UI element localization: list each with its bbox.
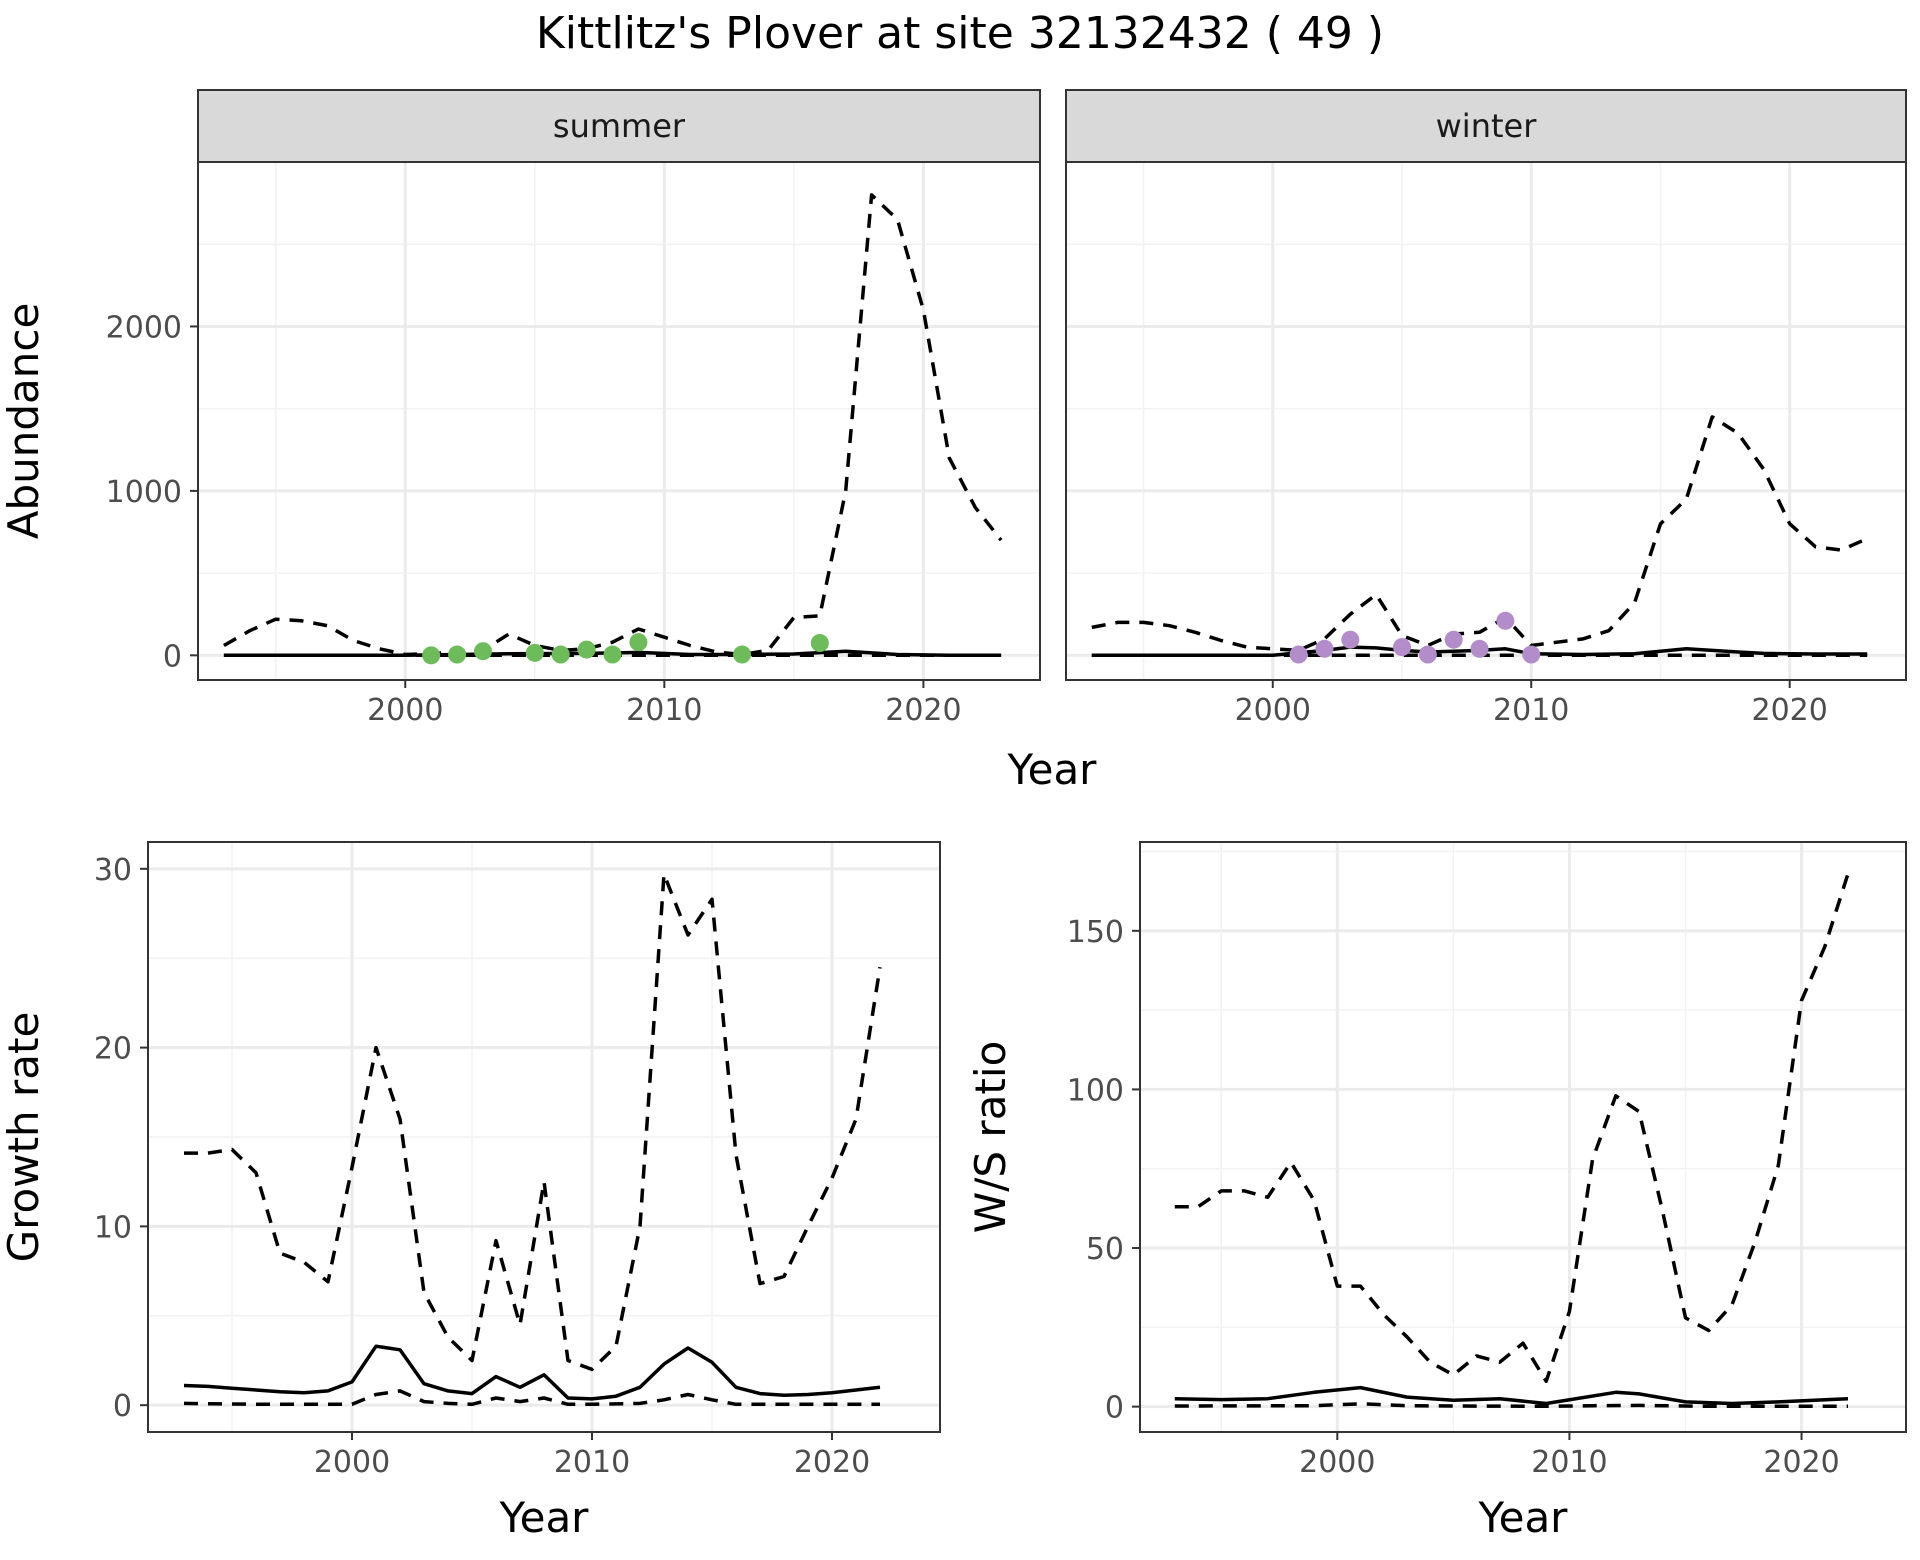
x-tick-label: 2000: [314, 1445, 390, 1480]
x-tick-label: 2010: [1493, 693, 1569, 728]
series-line-solid: [183, 1344, 881, 1401]
series-line-dashed-low: [183, 1389, 880, 1407]
data-point: [810, 634, 829, 652]
series-line-dashed: [1091, 415, 1868, 653]
panel-chart-3: 2000 2010 2020 0 10 20 30 Growth rate Year: [0, 841, 941, 1542]
data-point: [422, 646, 441, 665]
y-axis-title: Abundance: [0, 303, 48, 540]
series-line-dashed: [184, 872, 882, 1372]
y-tick-label: 1000: [106, 475, 182, 510]
y-tick-label: 150: [1067, 915, 1124, 950]
facet-strip: [1065, 89, 1907, 163]
data-point: [577, 640, 596, 659]
data-point: [473, 642, 492, 661]
data-point: [551, 645, 570, 664]
y-tick-label: 30: [94, 853, 132, 888]
y-axis-title: Growth rate: [0, 1012, 48, 1263]
panel-chart-4: 2000 2010 2020 0 50 100 150 W/S ratio Year: [966, 841, 1907, 1542]
x-axis-title: Year: [1478, 1493, 1569, 1542]
x-tick-label: 2010: [1531, 1445, 1607, 1480]
x-tick-label: 2010: [626, 693, 702, 728]
data-point: [1315, 639, 1334, 658]
data-point: [603, 645, 622, 664]
data-point: [1470, 639, 1489, 658]
x-axis-title-shared: Year: [1007, 745, 1098, 794]
data-point: [733, 645, 752, 664]
x-tick-label: 2010: [554, 1445, 630, 1480]
x-tick-label: 2000: [1235, 693, 1311, 728]
panel-border: [1139, 841, 1907, 1433]
x-tick-label: 2020: [885, 693, 961, 728]
figure-title: Kittlitz's Plover at site 32132432 ( 49 …: [536, 8, 1384, 59]
x-tick-label: 2000: [367, 693, 443, 728]
series-line-dashed: [1174, 873, 1850, 1383]
x-tick-label: 2020: [1763, 1445, 1839, 1480]
series-line-solid: [1174, 1385, 1849, 1406]
x-tick-label: 2020: [1752, 693, 1828, 728]
x-tick-label: 2000: [1299, 1445, 1375, 1480]
data-point: [1393, 638, 1411, 657]
data-point: [1341, 630, 1360, 649]
y-tick-label: 2000: [106, 310, 182, 345]
facet-label: summer: [553, 107, 686, 145]
x-axis-title: Year: [499, 1493, 590, 1542]
data-point: [525, 643, 544, 662]
data-point: [629, 633, 648, 652]
y-axis-title: W/S ratio: [966, 1041, 1015, 1234]
facet-label: winter: [1436, 107, 1538, 145]
data-point: [1522, 645, 1541, 664]
data-point: [1289, 645, 1308, 664]
facet-strip: [197, 89, 1041, 163]
panel-border: [1065, 161, 1907, 681]
x-tick-label: 2020: [794, 1445, 870, 1480]
panel-winter: winter 2000 2010 2020: [1065, 89, 1907, 728]
y-tick-label: 0: [1105, 1391, 1124, 1426]
y-tick-label: 10: [94, 1210, 132, 1245]
series-line-dashed: [223, 193, 1003, 657]
y-tick-label: 20: [94, 1032, 132, 1067]
panel-border: [147, 841, 941, 1433]
panel-border: [197, 161, 1041, 681]
panel-summer: summer 2000 2010 2020 0 1000 2000 Abundance: [0, 89, 1041, 728]
data-point: [1418, 645, 1437, 664]
data-point: [448, 645, 467, 664]
y-tick-label: 0: [113, 1389, 132, 1424]
y-tick-label: 100: [1067, 1073, 1124, 1108]
y-tick-label: 0: [163, 639, 182, 674]
data-point: [1496, 611, 1515, 630]
series-line-dashed-low: [1174, 1402, 1848, 1409]
data-point: [1444, 630, 1463, 649]
y-tick-label: 50: [1086, 1232, 1124, 1267]
